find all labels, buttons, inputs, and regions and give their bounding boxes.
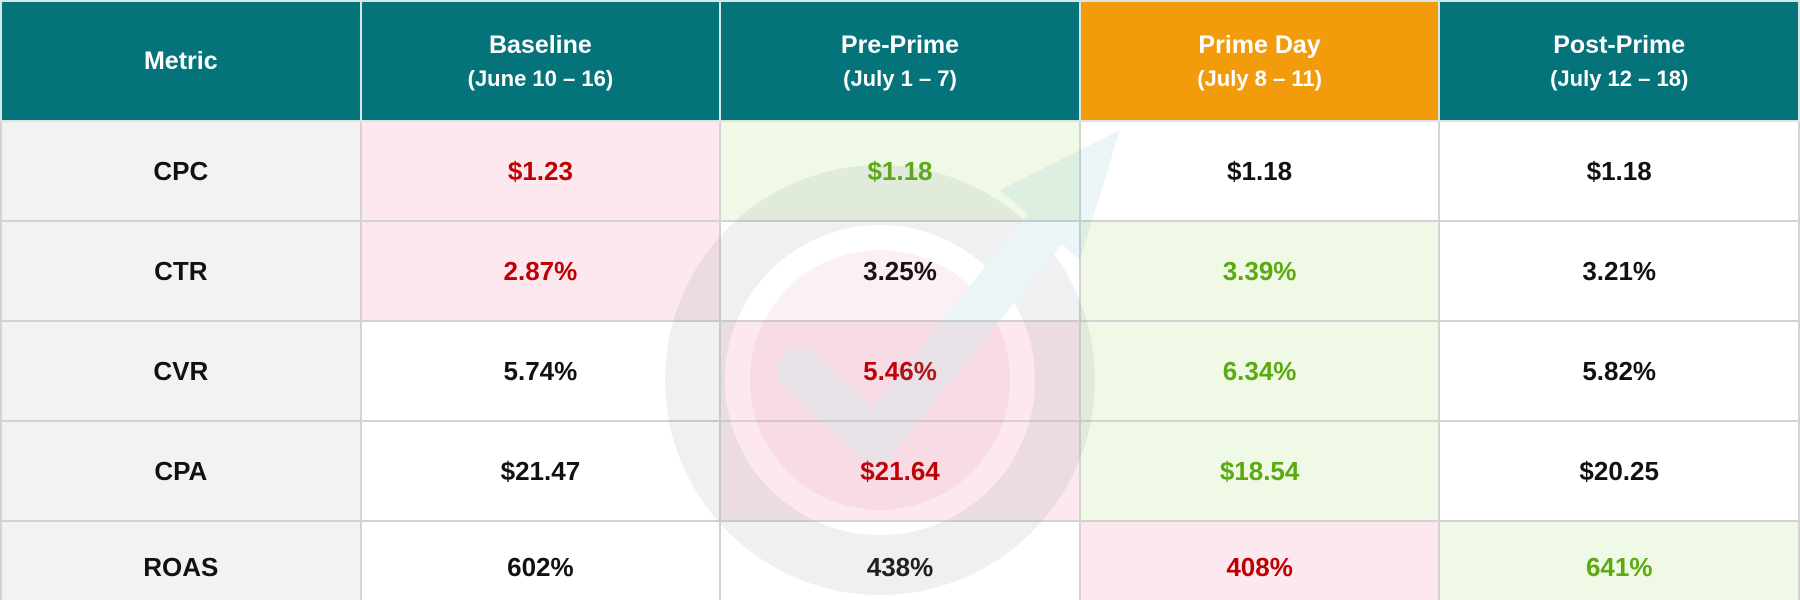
metric-value: 5.46% [719, 320, 1081, 422]
table-row: CTR 2.87% 3.25% 3.39% 3.21% [0, 220, 1800, 322]
metric-name: CPC [0, 120, 362, 222]
column-header: Post-Prime (July 12 – 18) [1438, 0, 1800, 122]
metric-value: $21.64 [719, 420, 1081, 522]
metric-name: CPA [0, 420, 362, 522]
metric-value: $1.23 [359, 120, 722, 222]
metric-value: $1.18 [1078, 120, 1441, 222]
metric-value: $1.18 [1438, 120, 1800, 222]
metric-value: 2.87% [359, 220, 722, 322]
column-title: Prime Day [1198, 30, 1321, 59]
column-title: Metric [143, 46, 218, 75]
metric-value: 5.82% [1438, 320, 1800, 422]
metric-name: CVR [0, 320, 362, 422]
column-subtitle: (June 10 – 16) [467, 66, 614, 92]
column-header: Baseline (June 10 – 16) [359, 0, 722, 122]
metric-value: $1.18 [719, 120, 1081, 222]
metric-value: 438% [719, 520, 1081, 600]
metric-value: 3.39% [1078, 220, 1441, 322]
column-title: Post-Prime [1553, 30, 1686, 59]
table-row: CPA $21.47 $21.64 $18.54 $20.25 [0, 420, 1800, 522]
metric-value: 6.34% [1078, 320, 1441, 422]
table-row: CVR 5.74% 5.46% 6.34% 5.82% [0, 320, 1800, 422]
metric-value: $18.54 [1078, 420, 1441, 522]
metric-value: 408% [1078, 520, 1441, 600]
table-row: CPC $1.23 $1.18 $1.18 $1.18 [0, 120, 1800, 222]
metric-value: 3.21% [1438, 220, 1800, 322]
metric-value: $20.25 [1438, 420, 1800, 522]
column-subtitle: (July 1 – 7) [843, 66, 957, 92]
column-header: Metric [0, 0, 362, 122]
column-subtitle: (July 12 – 18) [1550, 66, 1689, 92]
column-title: Baseline [488, 30, 592, 59]
table-body: CPC $1.23 $1.18 $1.18 $1.18 CTR 2.87% 3.25% 3.39… [0, 120, 1800, 600]
metric-name: ROAS [0, 520, 362, 600]
metric-name: CTR [0, 220, 362, 322]
table-row: ROAS 602% 438% 408% 641% [0, 520, 1800, 600]
metric-value: $21.47 [359, 420, 722, 522]
metric-value: 602% [359, 520, 722, 600]
metric-value: 641% [1438, 520, 1800, 600]
column-header: Prime Day (July 8 – 11) [1078, 0, 1441, 122]
column-title: Pre-Prime [840, 30, 960, 59]
column-header: Pre-Prime (July 1 – 7) [719, 0, 1081, 122]
column-subtitle: (July 8 – 11) [1197, 66, 1322, 92]
metric-value: 3.25% [719, 220, 1081, 322]
table-header: Metric Baseline (June 10 – 16) Pre-Prime (Ju… [0, 0, 1800, 122]
metric-value: 5.74% [359, 320, 722, 422]
header-row: Metric Baseline (June 10 – 16) Pre-Prime (Ju… [0, 0, 1800, 122]
